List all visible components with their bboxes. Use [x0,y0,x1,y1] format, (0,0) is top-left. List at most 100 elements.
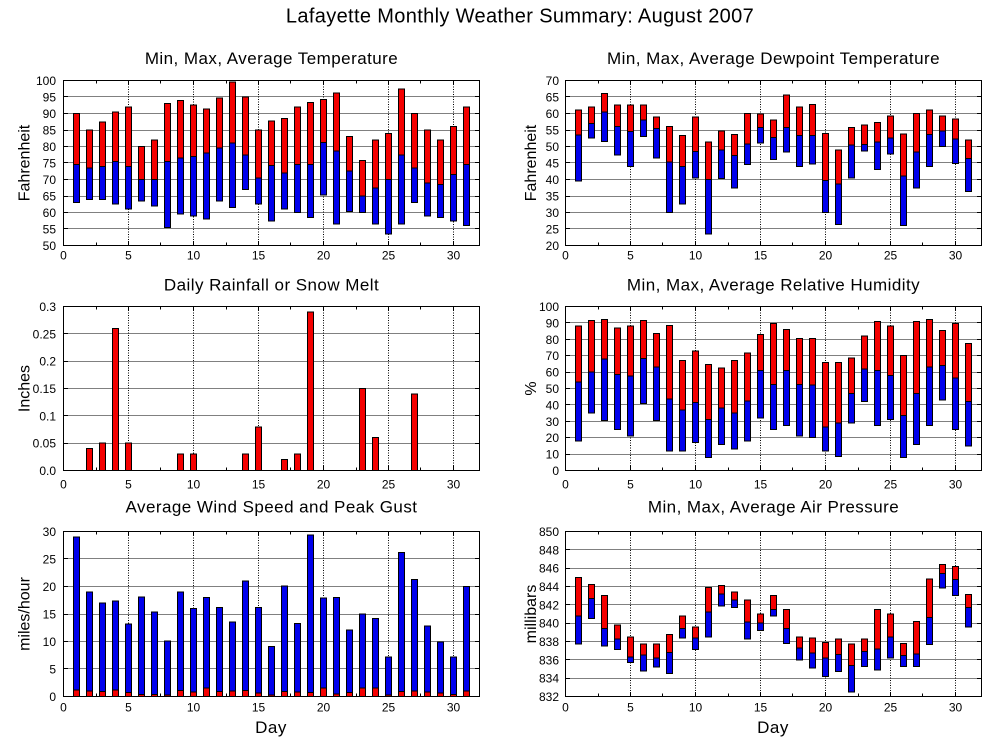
svg-text:10: 10 [689,701,703,715]
svg-text:Average Wind Speed and Peak Gu: Average Wind Speed and Peak Gust [126,498,418,517]
svg-text:30: 30 [949,249,963,263]
svg-text:10: 10 [689,249,703,263]
svg-text:5: 5 [125,478,132,492]
svg-text:10: 10 [187,478,201,492]
svg-text:0: 0 [562,249,569,263]
svg-text:Min, Max, Average Relative Hum: Min, Max, Average Relative Humidity [627,276,920,295]
svg-text:10: 10 [187,701,201,715]
svg-text:25: 25 [546,223,560,237]
svg-text:840: 840 [539,617,559,631]
svg-text:846: 846 [539,562,559,576]
svg-text:20: 20 [43,580,57,594]
svg-text:Min, Max, Average Temperature: Min, Max, Average Temperature [145,49,398,68]
svg-text:70: 70 [546,349,560,363]
svg-text:15: 15 [252,478,266,492]
svg-text:5: 5 [49,663,56,677]
svg-text:70: 70 [546,74,560,88]
svg-text:0: 0 [60,478,67,492]
svg-text:30: 30 [546,206,560,220]
svg-text:40: 40 [546,398,560,412]
svg-text:850: 850 [539,525,559,539]
svg-text:15: 15 [754,249,768,263]
svg-text:25: 25 [382,478,396,492]
svg-text:Min, Max, Average Air Pressure: Min, Max, Average Air Pressure [648,498,899,517]
svg-text:15: 15 [252,701,266,715]
svg-text:50: 50 [546,140,560,154]
svg-text:25: 25 [43,553,57,567]
svg-text:10: 10 [43,635,57,649]
svg-text:30: 30 [43,525,57,539]
svg-text:0.0: 0.0 [39,464,56,478]
svg-text:60: 60 [43,206,57,220]
svg-text:842: 842 [539,598,559,612]
svg-text:Fahrenheit: Fahrenheit [17,124,34,201]
svg-text:0: 0 [60,701,67,715]
svg-text:20: 20 [546,239,560,253]
svg-text:45: 45 [546,157,560,171]
svg-text:0.15: 0.15 [33,382,57,396]
svg-text:80: 80 [43,140,57,154]
svg-text:30: 30 [546,415,560,429]
svg-text:832: 832 [539,690,559,704]
svg-text:100: 100 [539,300,559,314]
svg-text:0.1: 0.1 [39,409,56,423]
svg-text:20: 20 [317,249,331,263]
svg-text:25: 25 [382,249,396,263]
svg-text:60: 60 [546,107,560,121]
svg-text:Lafayette Monthly Weather Summ: Lafayette Monthly Weather Summary: Augus… [286,6,754,28]
svg-text:55: 55 [546,124,560,138]
svg-text:30: 30 [447,478,461,492]
svg-text:Day: Day [255,718,287,737]
svg-text:millibars: millibars [523,585,540,644]
svg-text:20: 20 [317,701,331,715]
svg-text:15: 15 [754,478,768,492]
svg-text:20: 20 [819,249,833,263]
svg-text:30: 30 [949,701,963,715]
svg-text:miles/hour: miles/hour [17,576,34,650]
svg-text:Inches: Inches [17,365,34,412]
svg-text:40: 40 [546,173,560,187]
svg-text:80: 80 [546,333,560,347]
svg-text:30: 30 [447,249,461,263]
svg-text:15: 15 [754,701,768,715]
svg-text:60: 60 [546,366,560,380]
svg-text:15: 15 [43,608,57,622]
svg-text:25: 25 [382,701,396,715]
svg-text:20: 20 [546,431,560,445]
svg-text:100: 100 [36,74,56,88]
svg-text:90: 90 [43,107,57,121]
svg-text:Fahrenheit: Fahrenheit [523,124,540,201]
svg-text:0: 0 [562,478,569,492]
svg-text:25: 25 [884,249,898,263]
svg-text:836: 836 [539,653,559,667]
svg-text:5: 5 [627,249,634,263]
svg-text:0: 0 [562,701,569,715]
svg-text:10: 10 [187,249,201,263]
svg-text:0.3: 0.3 [39,300,56,314]
svg-text:30: 30 [949,478,963,492]
svg-text:0: 0 [60,249,67,263]
svg-text:10: 10 [689,478,703,492]
svg-text:95: 95 [43,91,57,105]
svg-text:85: 85 [43,124,57,138]
svg-text:838: 838 [539,635,559,649]
svg-text:10: 10 [546,448,560,462]
svg-text:25: 25 [884,478,898,492]
svg-text:5: 5 [125,701,132,715]
svg-text:20: 20 [317,478,331,492]
svg-text:848: 848 [539,543,559,557]
svg-text:35: 35 [546,190,560,204]
svg-text:70: 70 [43,173,57,187]
svg-text:20: 20 [819,701,833,715]
svg-text:Min, Max, Average Dewpoint Tem: Min, Max, Average Dewpoint Temperature [607,49,940,68]
svg-text:5: 5 [627,701,634,715]
svg-text:Daily Rainfall or Snow Melt: Daily Rainfall or Snow Melt [164,276,379,295]
svg-text:20: 20 [819,478,833,492]
svg-text:55: 55 [43,223,57,237]
svg-text:834: 834 [539,672,559,686]
svg-text:%: % [523,381,540,395]
svg-text:15: 15 [252,249,266,263]
svg-text:0.2: 0.2 [39,355,56,369]
svg-text:0.05: 0.05 [33,437,57,451]
svg-text:65: 65 [43,190,57,204]
